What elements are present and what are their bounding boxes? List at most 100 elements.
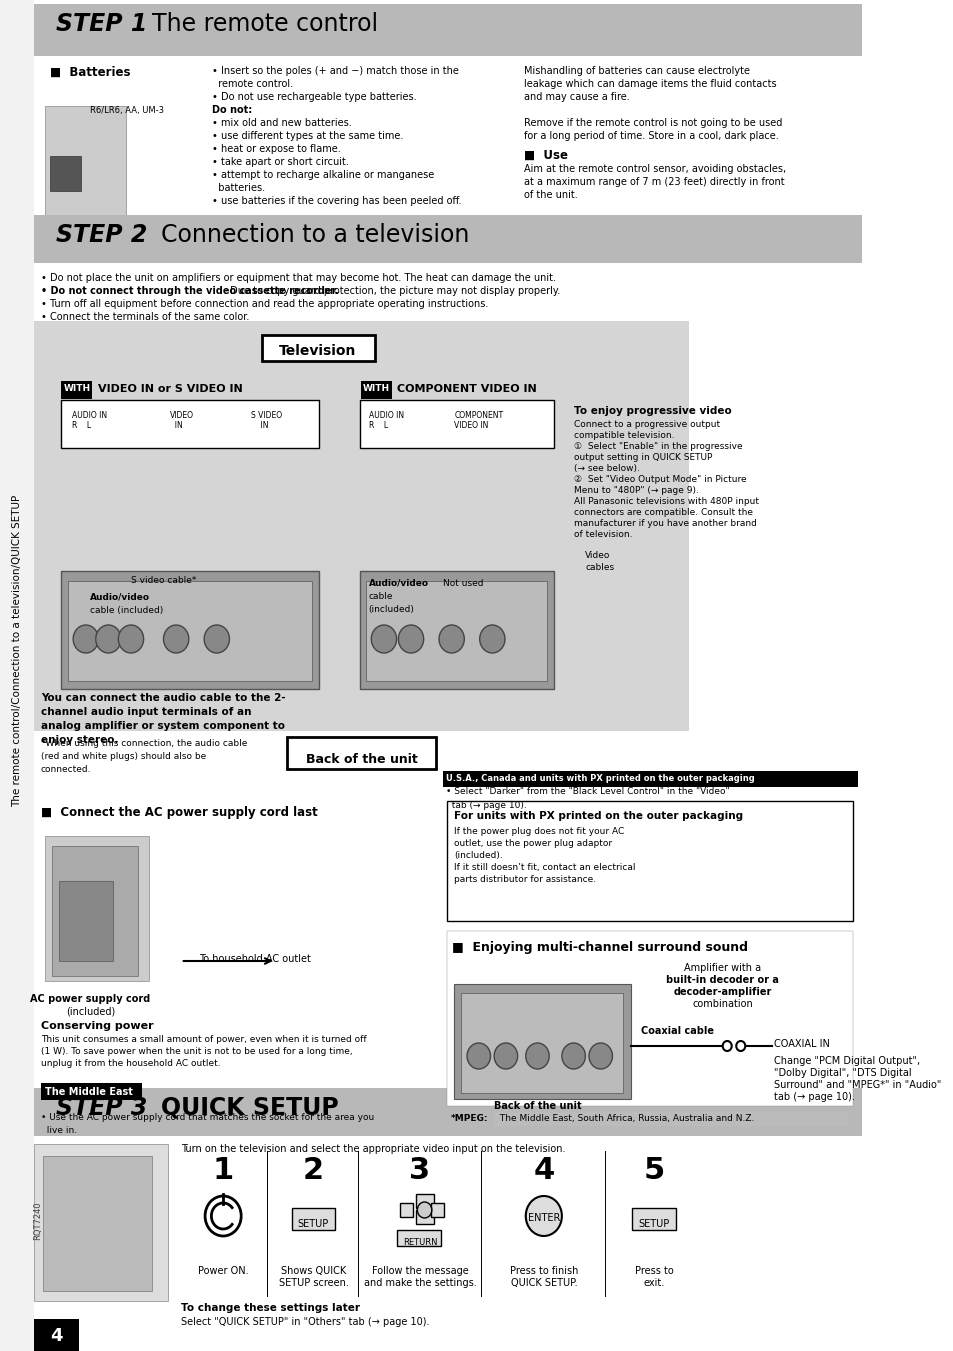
Text: COAXIAL IN: COAXIAL IN bbox=[774, 1039, 829, 1048]
Text: for a long period of time. Store in a cool, dark place.: for a long period of time. Store in a co… bbox=[523, 131, 778, 141]
Bar bbox=[34, 1144, 168, 1301]
Text: compatible television.: compatible television. bbox=[573, 431, 674, 440]
Text: Do not:: Do not: bbox=[213, 105, 253, 115]
Text: ■  Connect the AC power supply cord last: ■ Connect the AC power supply cord last bbox=[41, 807, 317, 819]
Text: ■  Enjoying multi-channel surround sound: ■ Enjoying multi-channel surround sound bbox=[451, 942, 747, 954]
Bar bbox=[34, 1319, 79, 1351]
Text: Aim at the remote control sensor, avoiding obstacles,: Aim at the remote control sensor, avoidi… bbox=[523, 163, 785, 174]
Text: (→ see below).: (→ see below). bbox=[573, 463, 639, 473]
Text: connectors are compatible. Consult the: connectors are compatible. Consult the bbox=[573, 508, 752, 517]
Text: "Dolby Digital", "DTS Digital: "Dolby Digital", "DTS Digital bbox=[774, 1069, 911, 1078]
Text: Press to finish
QUICK SETUP.: Press to finish QUICK SETUP. bbox=[509, 1266, 578, 1288]
Text: • Connect the terminals of the same color.: • Connect the terminals of the same colo… bbox=[41, 312, 249, 322]
Text: • Do not use rechargeable type batteries.: • Do not use rechargeable type batteries… bbox=[213, 92, 416, 101]
Circle shape bbox=[561, 1043, 585, 1069]
Text: S video cable*: S video cable* bbox=[131, 576, 196, 585]
Text: of the unit.: of the unit. bbox=[523, 190, 578, 200]
Text: • use different types at the same time.: • use different types at the same time. bbox=[213, 131, 403, 141]
Text: • Do not connect through the video cassette recorder.: • Do not connect through the video casse… bbox=[41, 286, 338, 296]
Bar bbox=[34, 1088, 861, 1136]
Bar bbox=[494, 1112, 847, 1125]
Text: *MPEG:: *MPEG: bbox=[451, 1115, 488, 1123]
Text: Follow the message
and make the settings.: Follow the message and make the settings… bbox=[363, 1266, 476, 1288]
Bar bbox=[447, 1111, 852, 1127]
Bar bbox=[34, 1136, 861, 1331]
Bar bbox=[50, 155, 81, 190]
Text: manufacturer if you have another brand: manufacturer if you have another brand bbox=[573, 519, 756, 528]
Text: cables: cables bbox=[585, 563, 614, 571]
Bar bbox=[41, 1084, 142, 1100]
Bar bbox=[34, 4, 861, 55]
Text: U.S.A., Canada and units with PX printed on the outer packaging: U.S.A., Canada and units with PX printed… bbox=[446, 774, 754, 784]
Text: The Middle East, South Africa, Russia, Australia and N.Z.: The Middle East, South Africa, Russia, A… bbox=[497, 1115, 754, 1123]
Text: Change "PCM Digital Output",: Change "PCM Digital Output", bbox=[774, 1056, 920, 1066]
Text: Connect to a progressive output: Connect to a progressive output bbox=[573, 420, 719, 430]
Text: cable: cable bbox=[368, 592, 393, 601]
Text: • Do not place the unit on amplifiers or equipment that may become hot. The heat: • Do not place the unit on amplifiers or… bbox=[41, 273, 555, 282]
Text: To household AC outlet: To household AC outlet bbox=[198, 954, 311, 965]
Text: Mishandling of batteries can cause electrolyte: Mishandling of batteries can cause elect… bbox=[523, 66, 749, 76]
Bar bbox=[61, 400, 318, 449]
Text: STEP 1: STEP 1 bbox=[56, 12, 147, 36]
Text: Back of the unit: Back of the unit bbox=[306, 753, 417, 766]
Text: Press to
exit.: Press to exit. bbox=[634, 1266, 673, 1288]
Text: Television: Television bbox=[279, 345, 356, 358]
Text: Back of the unit: Back of the unit bbox=[493, 1101, 580, 1111]
Bar bbox=[61, 571, 318, 689]
Text: STEP 2: STEP 2 bbox=[56, 223, 147, 247]
Text: • Turn off all equipment before connection and read the appropriate operating in: • Turn off all equipment before connecti… bbox=[41, 299, 488, 309]
Text: (included): (included) bbox=[368, 605, 414, 613]
Text: The remote control: The remote control bbox=[152, 12, 377, 36]
Text: remote control.: remote control. bbox=[213, 78, 294, 89]
Text: COMPONENT VIDEO IN: COMPONENT VIDEO IN bbox=[397, 384, 537, 394]
Text: Video: Video bbox=[585, 551, 610, 561]
Text: Menu to "480P" (→ page 9).: Menu to "480P" (→ page 9). bbox=[573, 486, 698, 494]
Text: (red and white plugs) should also be: (red and white plugs) should also be bbox=[41, 753, 206, 761]
Text: • Use the AC power supply cord that matches the socket for the area you: • Use the AC power supply cord that matc… bbox=[41, 1113, 374, 1121]
Bar bbox=[361, 381, 392, 399]
Text: Shows QUICK
SETUP screen.: Shows QUICK SETUP screen. bbox=[278, 1266, 348, 1288]
Text: batteries.: batteries. bbox=[213, 182, 265, 193]
Text: • mix old and new batteries.: • mix old and new batteries. bbox=[213, 118, 352, 128]
Text: Coaxial cable: Coaxial cable bbox=[640, 1025, 714, 1036]
Circle shape bbox=[416, 1202, 432, 1219]
Text: Not used: Not used bbox=[442, 580, 482, 588]
Text: You can connect the audio cable to the 2-: You can connect the audio cable to the 2… bbox=[41, 693, 285, 703]
Circle shape bbox=[736, 1042, 744, 1051]
Text: AUDIO IN
R    L: AUDIO IN R L bbox=[368, 411, 403, 431]
Text: ENTER: ENTER bbox=[527, 1213, 559, 1223]
Text: • attempt to recharge alkaline or manganese: • attempt to recharge alkaline or mangan… bbox=[213, 170, 434, 180]
Text: parts distributor for assistance.: parts distributor for assistance. bbox=[454, 875, 596, 884]
Bar bbox=[45, 836, 149, 981]
Text: enjoy stereo.: enjoy stereo. bbox=[41, 735, 118, 744]
Bar bbox=[45, 105, 127, 216]
Text: This unit consumes a small amount of power, even when it is turned off: This unit consumes a small amount of pow… bbox=[41, 1035, 366, 1044]
Circle shape bbox=[494, 1043, 517, 1069]
Bar bbox=[431, 1202, 443, 1217]
Text: VIDEO
  IN: VIDEO IN bbox=[170, 411, 193, 431]
Text: live in.: live in. bbox=[41, 1125, 76, 1135]
Circle shape bbox=[525, 1043, 549, 1069]
Text: ■  Use: ■ Use bbox=[523, 149, 567, 162]
Text: leakage which can damage items the fluid contacts: leakage which can damage items the fluid… bbox=[523, 78, 776, 89]
Text: AUDIO IN
R    L: AUDIO IN R L bbox=[72, 411, 108, 431]
Text: QUICK SETUP: QUICK SETUP bbox=[161, 1096, 338, 1120]
Bar bbox=[0, 0, 34, 1351]
Circle shape bbox=[479, 626, 504, 653]
Text: of television.: of television. bbox=[573, 530, 632, 539]
Text: • Insert so the poles (+ and −) match those in the: • Insert so the poles (+ and −) match th… bbox=[213, 66, 458, 76]
Text: and may cause a fire.: and may cause a fire. bbox=[523, 92, 629, 101]
Circle shape bbox=[722, 1042, 731, 1051]
Text: Connection to a television: Connection to a television bbox=[161, 223, 469, 247]
Bar bbox=[731, 843, 781, 884]
Bar bbox=[359, 400, 553, 449]
Text: The Middle East: The Middle East bbox=[45, 1088, 132, 1097]
Bar bbox=[397, 1229, 440, 1246]
Text: Power ON.: Power ON. bbox=[197, 1266, 248, 1275]
Text: STEP 3: STEP 3 bbox=[56, 1096, 147, 1120]
Bar bbox=[447, 801, 852, 921]
Bar bbox=[785, 848, 830, 875]
Text: 4: 4 bbox=[533, 1156, 554, 1185]
Bar bbox=[52, 846, 138, 975]
Text: SETUP: SETUP bbox=[638, 1219, 669, 1229]
